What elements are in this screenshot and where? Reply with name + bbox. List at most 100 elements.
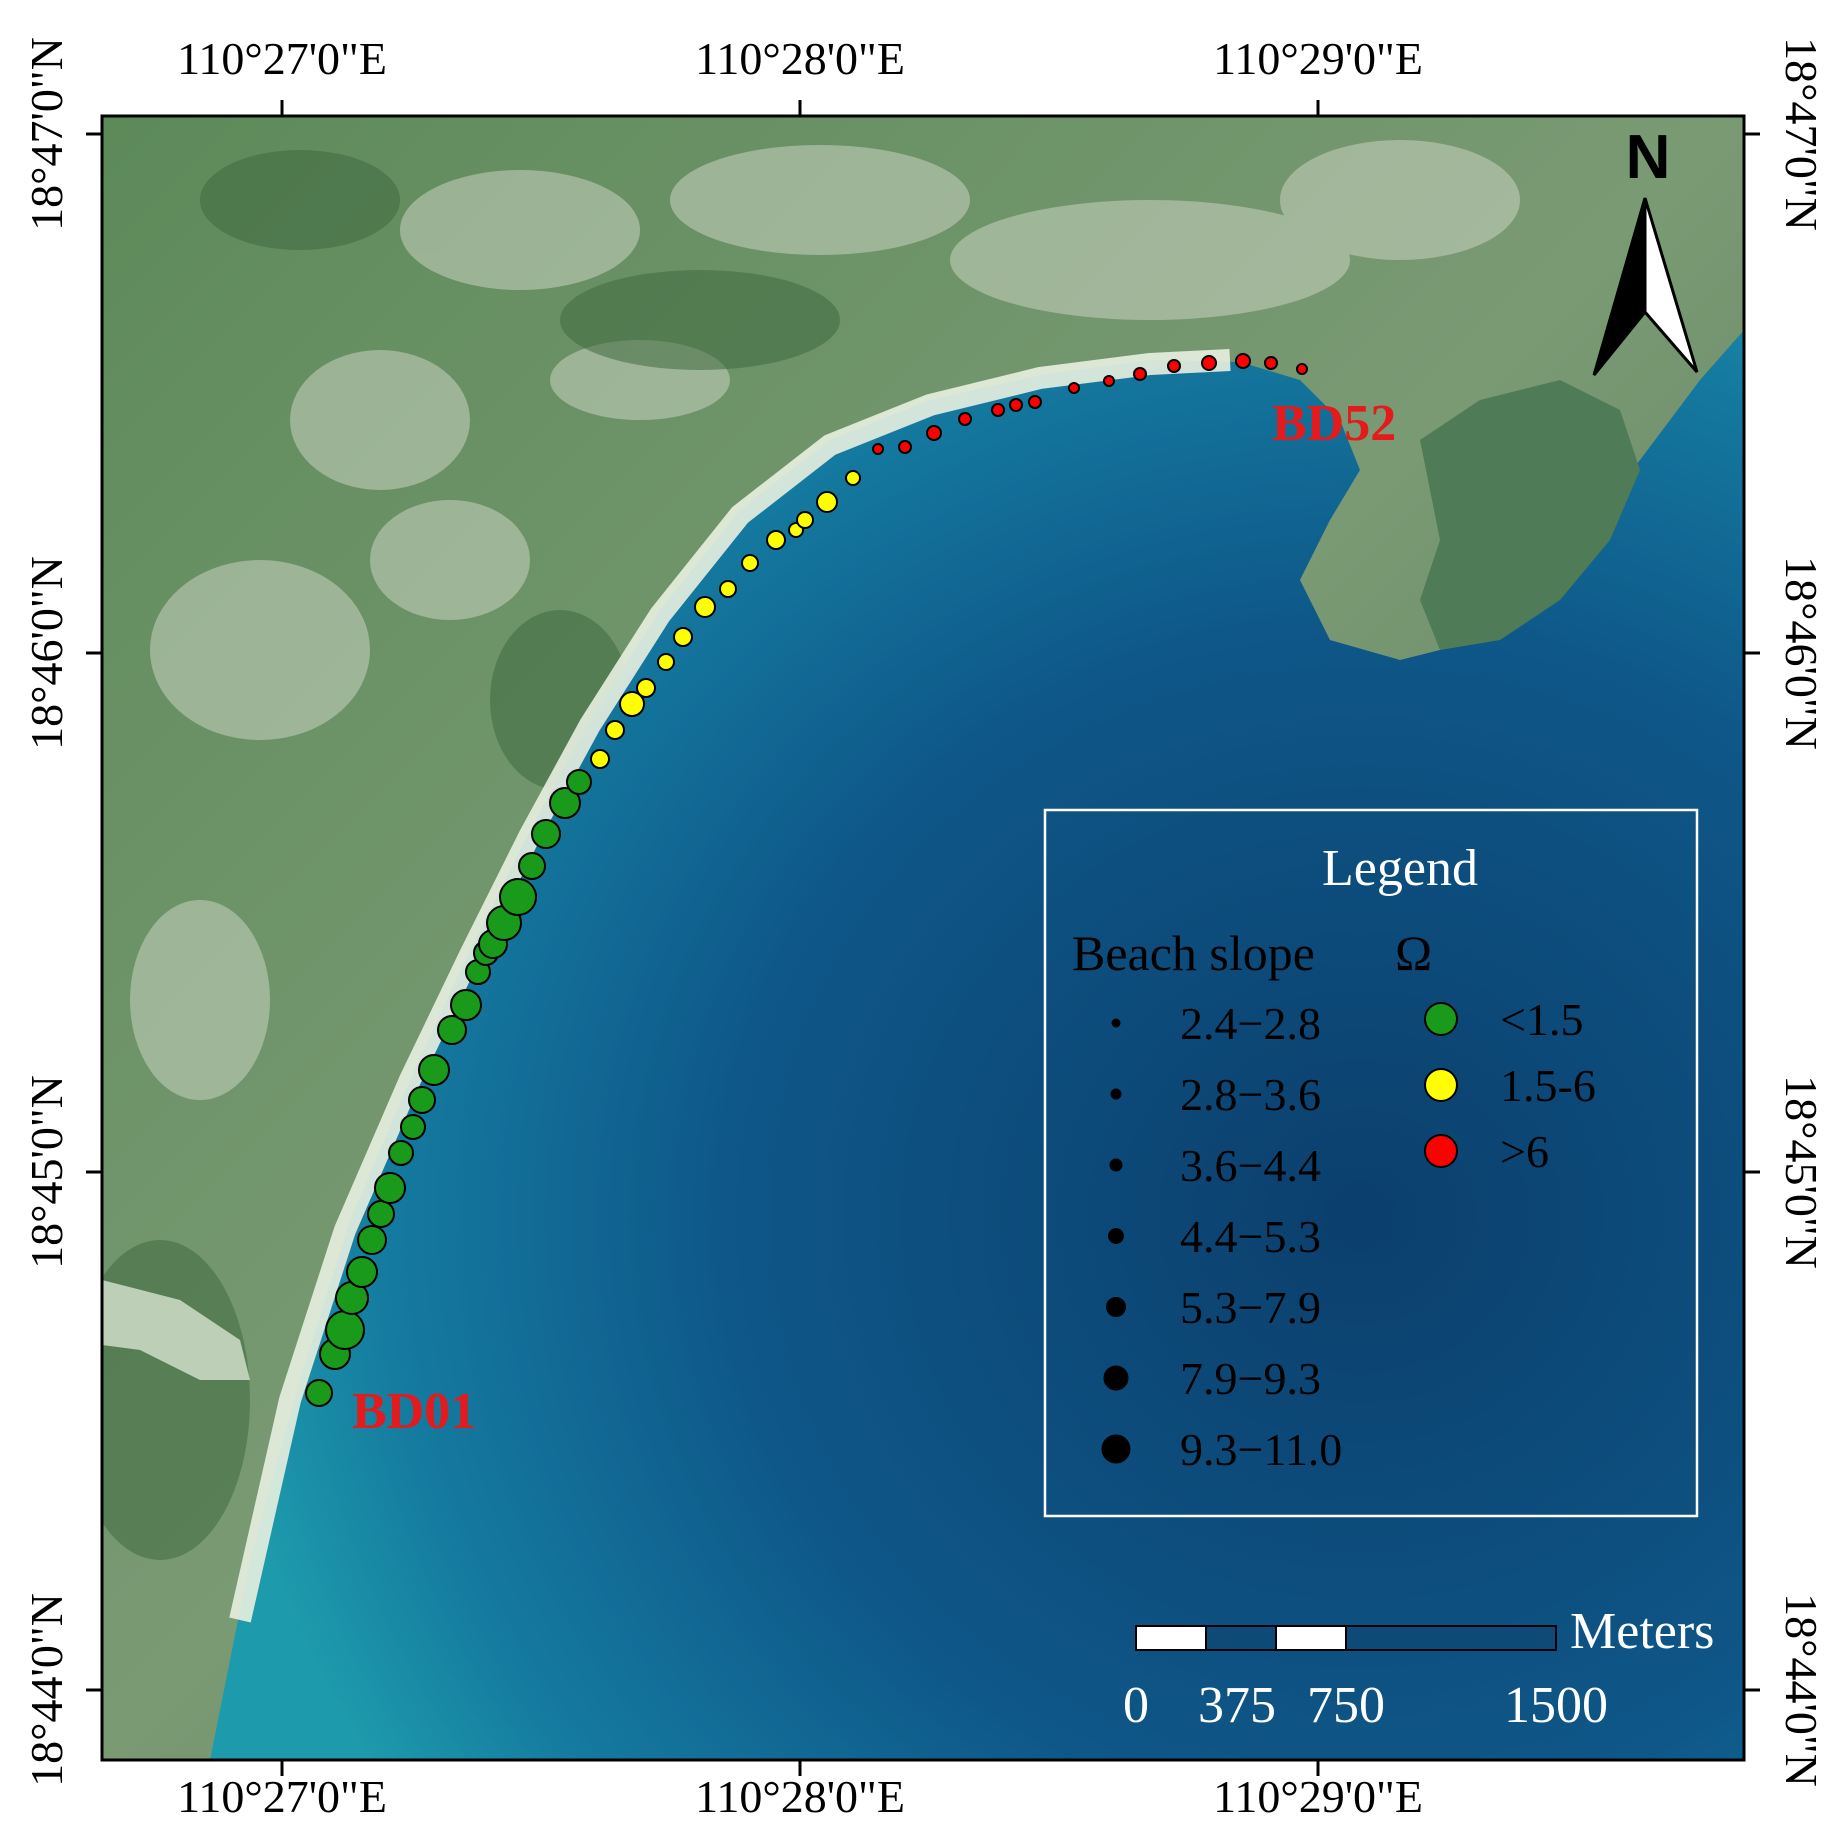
sample-point-46	[1103, 375, 1115, 387]
sample-point-14	[450, 989, 482, 1021]
sample-point-38	[872, 443, 884, 455]
legend-size-label-4: 4.4−5.3	[1180, 1211, 1321, 1262]
sample-point-42	[991, 403, 1005, 417]
lon-label-bottom-2: 110°28'0"E	[695, 1771, 905, 1822]
sample-point-19	[499, 878, 537, 916]
scale-label-0: 0	[1123, 1677, 1149, 1734]
legend: Legend Beach slope Ω 2.4−2.8 2.8−3.6 3.6−4…	[1043, 808, 1699, 1518]
sample-point-25	[605, 720, 625, 740]
lat-label-left-4: 18°44'0"N	[21, 1593, 72, 1787]
sample-point-6	[357, 1225, 387, 1255]
sample-point-28	[657, 653, 675, 671]
legend-size-label-3: 3.6−4.4	[1180, 1140, 1321, 1191]
beach-sample-points	[305, 353, 1308, 1407]
scale-segment-4	[1345, 1625, 1557, 1651]
legend-size-label-2: 2.8−3.6	[1180, 1069, 1321, 1120]
sample-point-24	[590, 749, 610, 769]
sample-point-39	[898, 440, 912, 454]
latitude-labels-left: 18°47'0"N 18°46'0"N 18°45'0"N 18°44'0"N	[21, 37, 72, 1787]
legend-color-symbol-2	[1424, 1068, 1458, 1102]
sample-point-50	[1235, 353, 1251, 369]
latitude-labels-right: 18°47'0"N 18°46'0"N 18°45'0"N 18°44'0"N	[1776, 37, 1827, 1787]
site-label-end: BD52	[1272, 395, 1396, 452]
sample-point-10	[400, 1114, 426, 1140]
legend-color-heading: Ω	[1395, 925, 1432, 981]
legend-size-classes: 2.4−2.8 2.8−3.6 3.6−4.4 4.4−5.3 5.3−7.9 7.9−9…	[1101, 998, 1342, 1475]
graticule-ticks	[86, 100, 1760, 1776]
longitude-labels-top: 110°27'0"E 110°28'0"E 110°29'0"E	[177, 33, 1423, 84]
longitude-labels-bottom: 110°27'0"E 110°28'0"E 110°29'0"E	[177, 1771, 1423, 1822]
sample-point-8	[374, 1172, 406, 1204]
lat-label-left-1: 18°47'0"N	[21, 37, 72, 231]
map-frame	[100, 114, 1746, 1762]
sample-point-20	[518, 852, 546, 880]
legend-size-symbol-3	[1109, 1158, 1123, 1172]
legend-size-symbol-6	[1103, 1365, 1129, 1391]
sample-point-9	[388, 1140, 414, 1166]
sample-point-41	[958, 412, 972, 426]
sample-point-52	[1296, 363, 1308, 375]
scale-label-375: 375	[1198, 1677, 1276, 1734]
sample-point-13	[437, 1015, 467, 1045]
satellite-image	[102, 116, 1744, 1760]
north-arrow-right-half	[1643, 197, 1699, 373]
legend-color-symbol-1	[1424, 1002, 1458, 1036]
lon-label-top-3: 110°29'0"E	[1213, 33, 1423, 84]
site-label-start: BD01	[352, 1383, 476, 1440]
scale-segment-2	[1205, 1625, 1277, 1651]
legend-color-label-1: <1.5	[1500, 994, 1583, 1045]
north-arrow-label: N	[1626, 123, 1671, 192]
sample-point-22	[549, 787, 581, 819]
sample-point-31	[719, 580, 737, 598]
lat-label-right-2: 18°46'0"N	[1776, 556, 1827, 750]
lon-label-top-1: 110°27'0"E	[177, 33, 387, 84]
sample-point-21	[531, 819, 561, 849]
legend-size-heading: Beach slope	[1072, 925, 1315, 981]
sample-point-40	[926, 425, 942, 441]
sample-point-43	[1009, 398, 1023, 412]
sample-point-35	[796, 511, 814, 529]
legend-size-label-6: 7.9−9.3	[1180, 1353, 1321, 1404]
legend-size-symbol-1	[1111, 1018, 1121, 1028]
legend-color-symbol-3	[1424, 1134, 1458, 1168]
sample-point-49	[1201, 355, 1217, 371]
urban-patches	[130, 140, 1520, 1100]
legend-color-label-3: >6	[1500, 1126, 1549, 1177]
river-mouth	[102, 1280, 250, 1380]
legend-size-label-1: 2.4−2.8	[1180, 998, 1321, 1049]
lon-label-top-2: 110°28'0"E	[695, 33, 905, 84]
legend-size-label-7: 9.3−11.0	[1180, 1424, 1342, 1475]
lat-label-right-3: 18°45'0"N	[1776, 1075, 1827, 1269]
lon-label-bottom-3: 110°29'0"E	[1213, 1771, 1423, 1822]
scale-label-1500: 1500	[1504, 1677, 1608, 1734]
lat-label-right-4: 18°44'0"N	[1776, 1593, 1827, 1787]
sample-point-29	[673, 627, 693, 647]
sample-point-51	[1264, 356, 1278, 370]
sample-point-37	[845, 470, 861, 486]
scale-segment-1	[1135, 1625, 1207, 1651]
sample-point-27	[636, 678, 656, 698]
legend-size-symbol-5	[1106, 1297, 1126, 1317]
lat-label-left-3: 18°45'0"N	[21, 1075, 72, 1269]
sea-area	[210, 330, 1744, 1760]
sample-point-26	[619, 691, 645, 717]
legend-color-classes: <1.5 1.5-6 >6	[1424, 994, 1596, 1177]
sample-point-33	[766, 530, 786, 550]
sample-point-32	[741, 554, 759, 572]
legend-title: Legend	[1322, 840, 1478, 897]
sample-point-48	[1167, 359, 1181, 373]
legend-color-label-2: 1.5-6	[1500, 1060, 1596, 1111]
sample-point-45	[1068, 382, 1080, 394]
legend-frame	[1043, 808, 1699, 1518]
scale-unit: Meters	[1570, 1603, 1714, 1660]
lat-label-left-2: 18°46'0"N	[21, 556, 72, 750]
lat-label-right-1: 18°47'0"N	[1776, 37, 1827, 231]
beach-strip	[229, 349, 1231, 1623]
sample-point-47	[1133, 367, 1147, 381]
scale-label-750: 750	[1307, 1677, 1385, 1734]
scale-bar: Meters 0 375 750 1500	[1123, 1603, 1714, 1734]
sample-point-11	[408, 1086, 436, 1114]
sample-point-30	[694, 596, 716, 618]
lon-label-bottom-1: 110°27'0"E	[177, 1771, 387, 1822]
